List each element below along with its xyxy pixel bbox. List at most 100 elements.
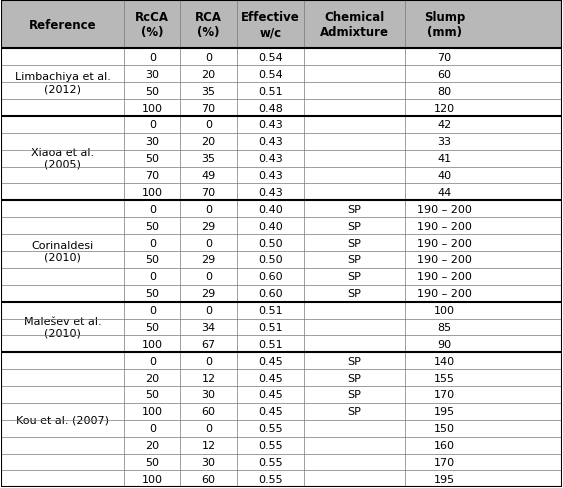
Text: 70: 70 xyxy=(202,187,216,198)
Bar xyxy=(124,100,180,117)
Text: RcCA
(%): RcCA (%) xyxy=(135,11,169,39)
Bar xyxy=(124,150,180,167)
Bar xyxy=(304,352,405,369)
Bar xyxy=(180,319,236,336)
Bar xyxy=(180,386,236,403)
Bar xyxy=(124,201,180,218)
Text: 0: 0 xyxy=(149,356,156,366)
Bar xyxy=(180,420,236,437)
Bar xyxy=(405,285,484,302)
Text: 0: 0 xyxy=(205,305,212,315)
Text: 0.55: 0.55 xyxy=(258,474,283,484)
Text: SP: SP xyxy=(347,272,361,282)
Text: Limbachiya et al.
(2012): Limbachiya et al. (2012) xyxy=(15,72,110,94)
Bar xyxy=(304,184,405,201)
Text: SP: SP xyxy=(347,238,361,248)
Bar xyxy=(304,437,405,454)
Bar xyxy=(405,336,484,352)
Text: 29: 29 xyxy=(202,288,216,299)
Text: 170: 170 xyxy=(434,457,455,467)
Text: 50: 50 xyxy=(145,221,159,231)
Bar xyxy=(124,369,180,386)
Bar xyxy=(405,403,484,420)
Text: 0.55: 0.55 xyxy=(258,424,283,433)
Text: 49: 49 xyxy=(202,171,216,181)
Text: 0: 0 xyxy=(205,120,212,130)
Bar xyxy=(304,201,405,218)
Bar xyxy=(236,251,304,268)
Text: 85: 85 xyxy=(437,322,452,332)
Bar xyxy=(405,386,484,403)
Bar xyxy=(124,336,180,352)
Bar xyxy=(304,66,405,83)
Bar xyxy=(304,319,405,336)
Bar xyxy=(236,49,304,66)
Bar xyxy=(236,201,304,218)
Bar xyxy=(124,386,180,403)
Text: 40: 40 xyxy=(437,171,452,181)
Bar xyxy=(405,352,484,369)
Bar xyxy=(1,167,124,184)
Text: 50: 50 xyxy=(145,154,159,164)
Text: SP: SP xyxy=(347,255,361,265)
Text: 0.54: 0.54 xyxy=(258,53,283,63)
Bar xyxy=(180,369,236,386)
Text: 160: 160 xyxy=(434,440,455,450)
Text: 33: 33 xyxy=(437,137,452,147)
Text: 195: 195 xyxy=(434,407,455,416)
Text: 20: 20 xyxy=(202,70,216,80)
Text: 100: 100 xyxy=(142,474,163,484)
Bar xyxy=(236,167,304,184)
Text: Xiaoa et al.
(2005): Xiaoa et al. (2005) xyxy=(31,148,94,170)
Bar xyxy=(236,302,304,319)
Text: 0.60: 0.60 xyxy=(258,288,283,299)
Bar xyxy=(180,167,236,184)
Bar xyxy=(124,285,180,302)
Text: Effective
w/c: Effective w/c xyxy=(241,11,300,39)
Text: 50: 50 xyxy=(145,255,159,265)
Text: 50: 50 xyxy=(145,86,159,97)
Bar xyxy=(304,470,405,488)
Bar xyxy=(236,285,304,302)
Text: 60: 60 xyxy=(437,70,452,80)
Bar xyxy=(124,319,180,336)
Bar xyxy=(405,420,484,437)
Text: 0: 0 xyxy=(205,204,212,214)
Bar xyxy=(405,150,484,167)
Bar xyxy=(124,352,180,369)
Bar xyxy=(236,100,304,117)
Text: 80: 80 xyxy=(437,86,452,97)
Text: 0.60: 0.60 xyxy=(258,272,283,282)
Text: 20: 20 xyxy=(202,137,216,147)
Bar xyxy=(1,235,124,251)
Text: 0: 0 xyxy=(205,238,212,248)
Text: 0.40: 0.40 xyxy=(258,204,283,214)
Text: 50: 50 xyxy=(145,288,159,299)
Bar xyxy=(124,134,180,150)
Bar xyxy=(124,235,180,251)
Text: 190 – 200: 190 – 200 xyxy=(417,288,472,299)
Text: 0.48: 0.48 xyxy=(258,103,283,113)
Text: 50: 50 xyxy=(145,457,159,467)
Bar xyxy=(236,218,304,235)
Bar xyxy=(236,117,304,134)
Bar xyxy=(124,420,180,437)
Text: 35: 35 xyxy=(202,154,216,164)
Bar xyxy=(1,336,124,352)
Bar xyxy=(236,134,304,150)
Bar xyxy=(405,268,484,285)
Bar xyxy=(180,251,236,268)
Text: 70: 70 xyxy=(145,171,159,181)
Bar xyxy=(236,83,304,100)
Text: 0: 0 xyxy=(205,424,212,433)
Bar xyxy=(405,167,484,184)
Bar xyxy=(405,66,484,83)
Text: 0.40: 0.40 xyxy=(258,221,283,231)
Bar xyxy=(236,184,304,201)
Bar xyxy=(304,268,405,285)
Bar xyxy=(236,66,304,83)
Bar xyxy=(405,302,484,319)
Text: 195: 195 xyxy=(434,474,455,484)
Text: 190 – 200: 190 – 200 xyxy=(417,238,472,248)
Bar xyxy=(304,100,405,117)
